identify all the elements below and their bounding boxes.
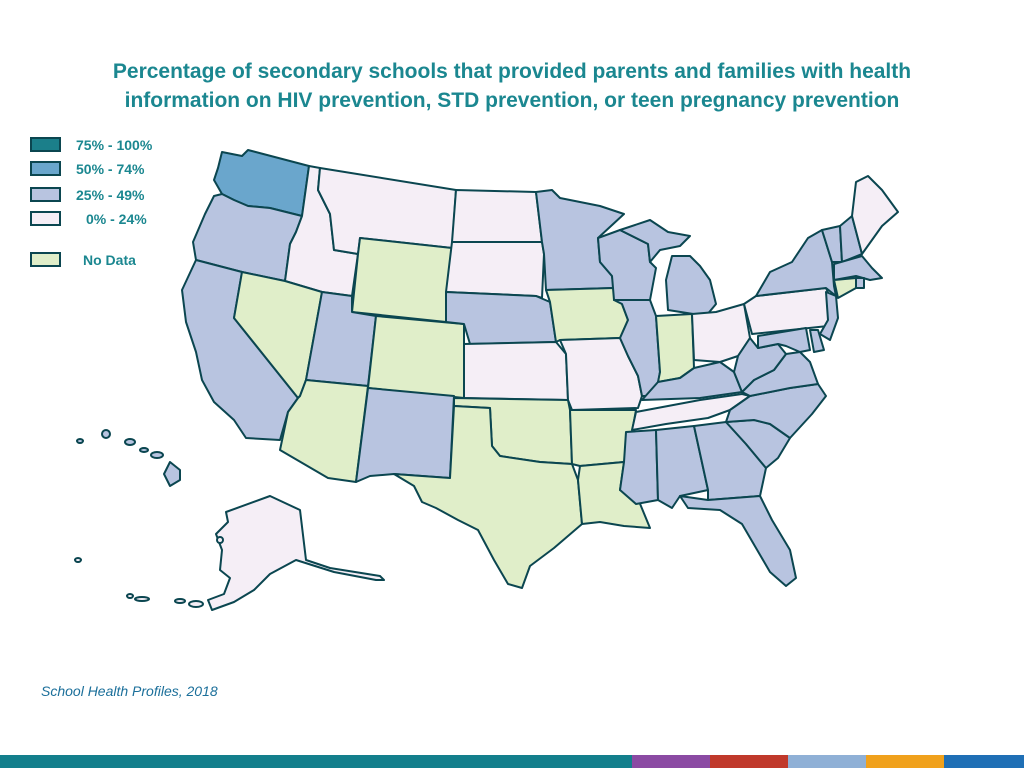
state-hawaii [76,429,181,487]
state-michigan [665,255,717,317]
state-north-dakota [451,189,543,243]
footer-segment-red [710,755,788,768]
legend-swatch-0-24 [30,211,61,226]
legend-swatch-25-49 [30,187,61,202]
state-rhode-island [855,277,865,289]
state-new-mexico [355,387,455,483]
aleutian-islands [74,536,224,608]
footer-segment-orange [866,755,944,768]
legend-label-75-100: 75% - 100% [76,137,153,153]
state-michigan-upper [619,219,691,263]
legend-label-25-49: 25% - 49% [76,187,145,203]
state-alaska [207,495,385,611]
state-kentucky [641,361,743,401]
map-title-line-2: information on HIV prevention, STD preve… [124,89,900,112]
state-south-dakota [445,241,545,299]
legend-swatch-no-data [30,252,61,267]
legend-label-0-24: 0% - 24% [86,211,147,227]
map-title: Percentage of secondary schools that pro… [0,57,1024,115]
footer-segment-blue [944,755,1024,768]
state-west-virginia [733,337,787,393]
legend-label-no-data: No Data [83,252,136,268]
map-title-line-1: Percentage of secondary schools that pro… [112,60,912,83]
footer-color-bar [0,755,1024,768]
legend-swatch-75-100 [30,137,61,152]
state-maryland [757,327,811,353]
footer-segment-teal [0,755,632,768]
state-texas [393,405,583,589]
state-wyoming [351,237,453,323]
state-maine [851,175,899,255]
footer-segment-purple [632,755,710,768]
legend-swatch-50-74 [30,161,61,176]
source-note: School Health Profiles, 2018 [41,683,218,699]
state-illinois [613,299,661,397]
state-florida [679,495,797,587]
state-connecticut [833,277,857,299]
state-colorado [367,315,465,399]
footer-segment-light-blue [788,755,866,768]
state-mississippi [619,429,659,505]
state-new-york [755,229,837,297]
legend-label-50-74: 50% - 74% [76,161,145,177]
state-delaware [809,329,825,353]
state-kansas [463,341,569,401]
